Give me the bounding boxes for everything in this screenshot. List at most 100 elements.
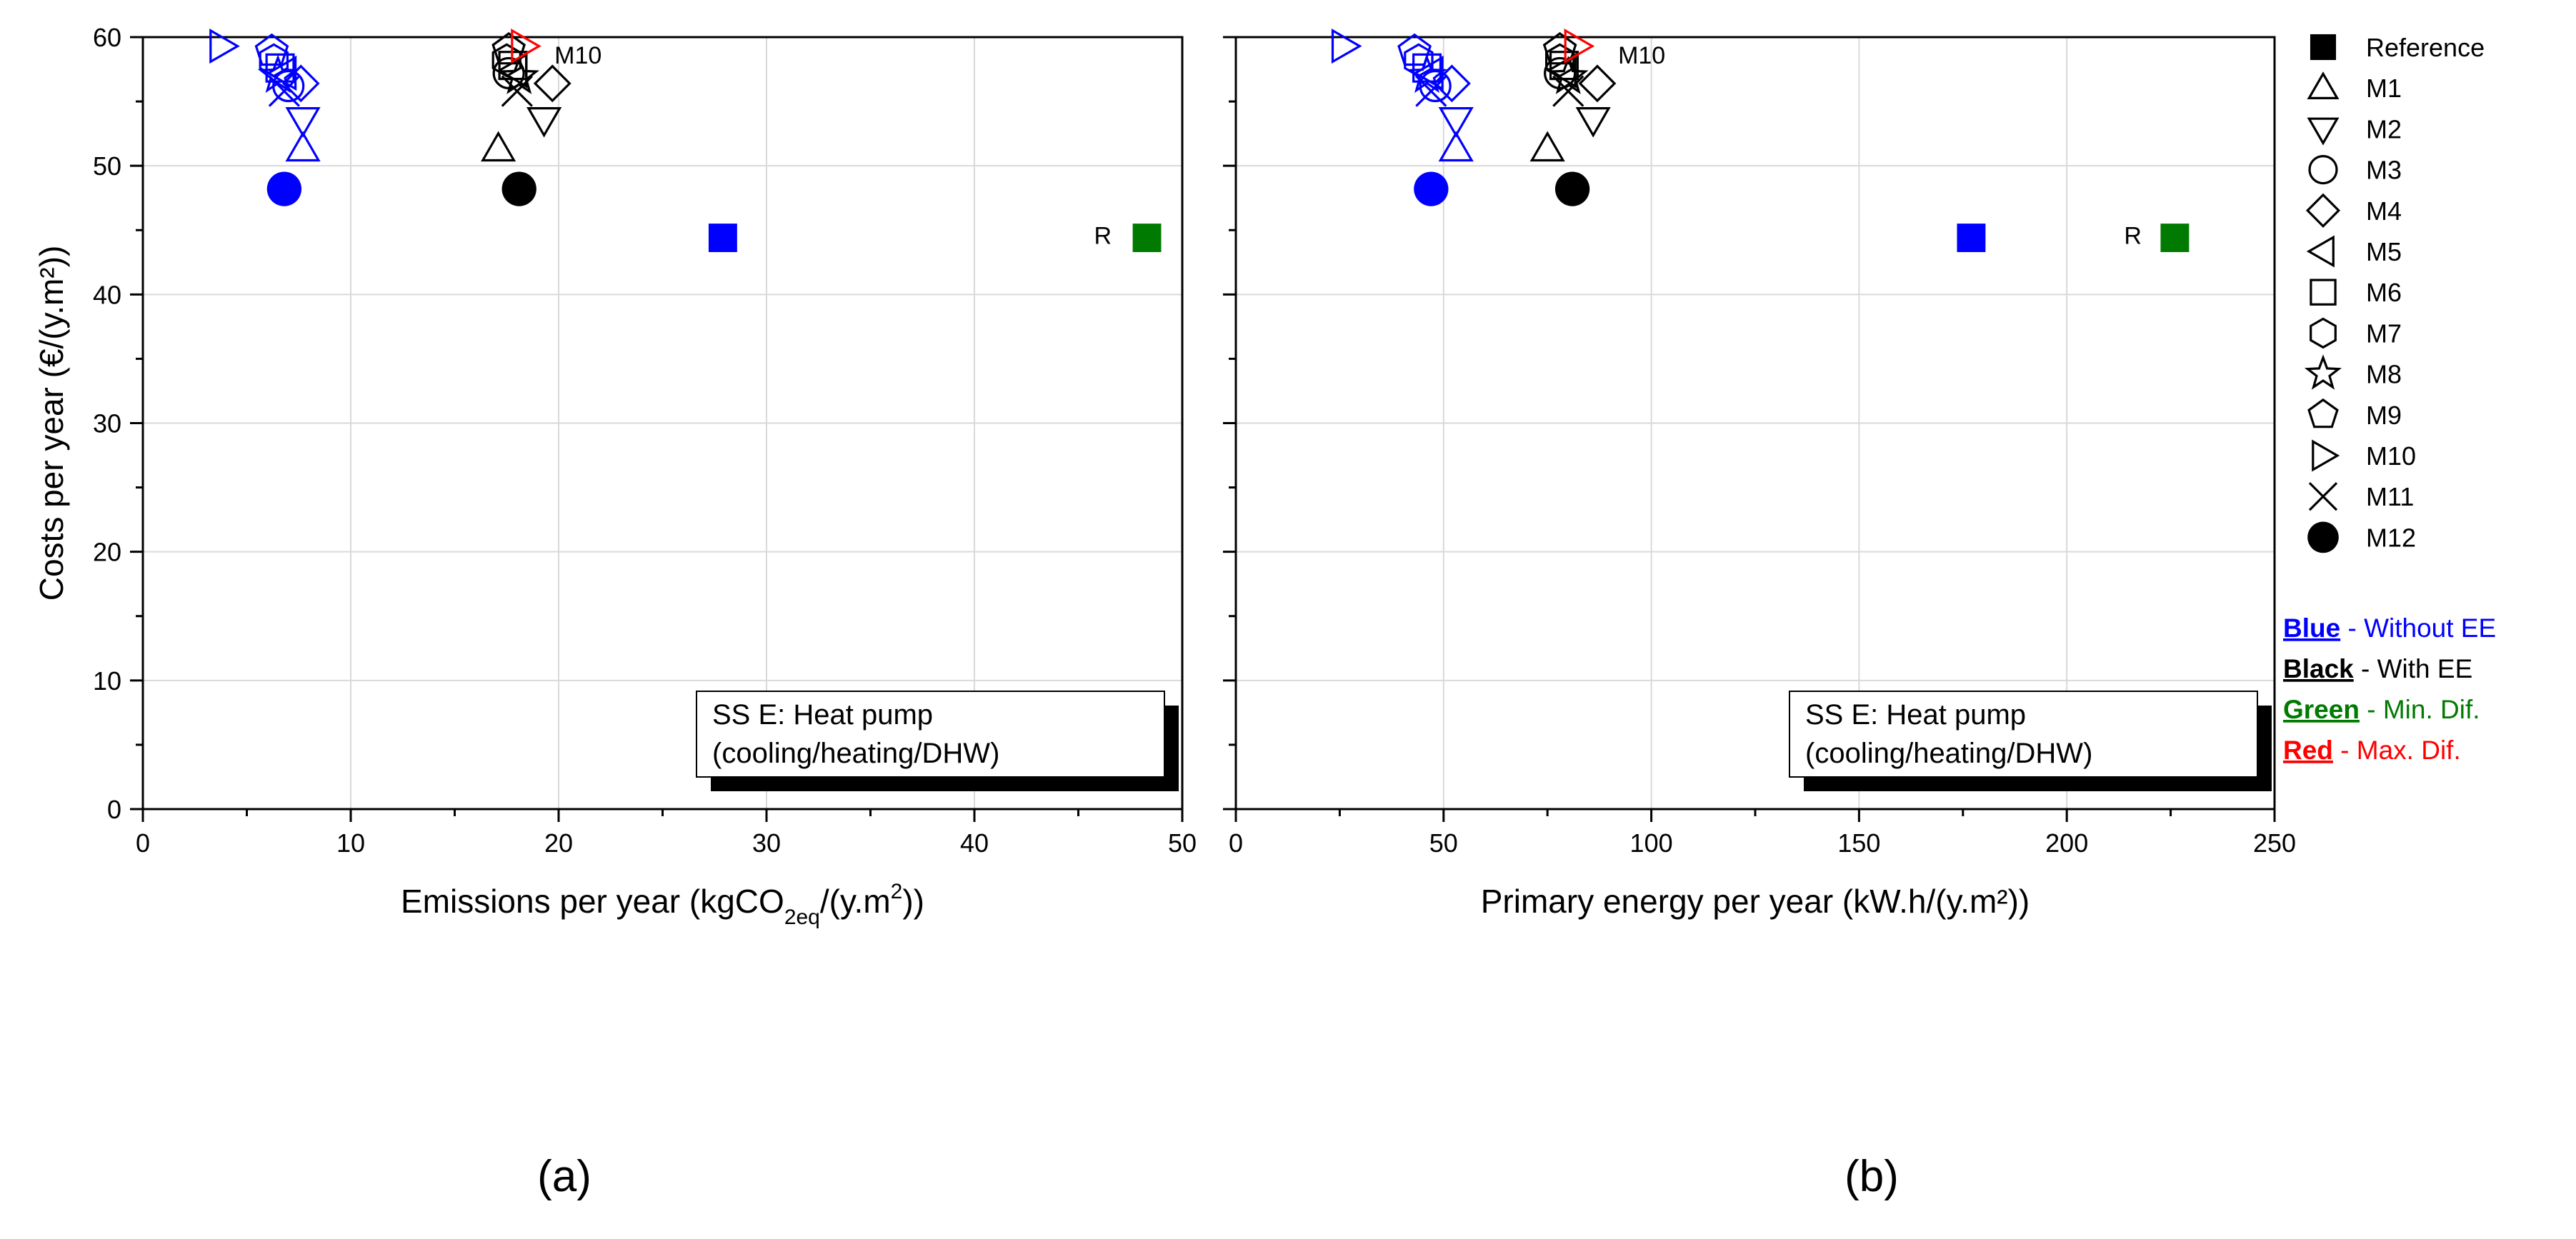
panel-label-b: (b) [1844, 1152, 1899, 1201]
x-axis-label: Primary energy per year (kW.h/(y.m²)) [1481, 883, 2030, 920]
point-blue-triangle-up [285, 131, 321, 162]
point-black-filled-circle [1554, 171, 1590, 206]
point-black-filled-circle [501, 171, 536, 206]
point-red-triangle-right [511, 29, 541, 64]
color-key: Blue - Without EE Black - With EE Green - … [2283, 613, 2496, 765]
point-blue-filled-circle [266, 171, 302, 206]
point-blue-pentagon [1397, 33, 1432, 66]
annotation-box: SS E: Heat pump (cooling/heating/DHW) [696, 691, 1179, 791]
point-blue-triangle-down [285, 107, 321, 138]
chart-panel-a: 0 10 20 30 40 50 0 10 20 30 40 50 60 Emissions per ye… [33, 23, 1197, 1201]
legend-label: M1 [2366, 74, 2402, 103]
y-tick-label: 60 [93, 23, 121, 52]
legend-label: M11 [2366, 482, 2414, 511]
point-black-triangle-up [1529, 131, 1565, 162]
chart-panel-b: 0 50 100 150 200 250 Primary energy per year (… [1223, 29, 2296, 1201]
legend-label: M8 [2366, 360, 2402, 389]
legend-label: Reference [2366, 33, 2485, 62]
x-tick-label: 150 [1837, 828, 1880, 858]
legend-marker-diamond [2305, 193, 2341, 228]
point-red-triangle-right [1564, 29, 1595, 64]
point-blue-triangle-right [1331, 29, 1362, 64]
legend-marker-cross [2308, 482, 2338, 511]
point-label: R [2124, 222, 2142, 249]
legend-label: M10 [2366, 441, 2416, 471]
legend-label: M4 [2366, 196, 2402, 226]
x-tick-label: 0 [1229, 828, 1243, 858]
y-tick-label: 50 [93, 151, 121, 181]
annotation-line-1: SS E: Heat pump [712, 699, 933, 731]
legend-marker-hexagon [2310, 317, 2337, 349]
point-black-diamond [533, 64, 571, 103]
point-blue-cross [268, 75, 301, 107]
legend: Reference M1 M2 M3 M4 M5 M6 M7 M8 M9 M10 M11 M12 [2304, 33, 2485, 553]
x-tick-label: 20 [544, 828, 573, 858]
y-tick-label: 20 [93, 538, 121, 567]
x-tick-label: 0 [136, 828, 150, 858]
point-blue-triangle-down [1438, 107, 1474, 138]
point-black-diamond [1578, 64, 1617, 103]
legend-label: M5 [2366, 237, 2402, 266]
point-black-star [499, 56, 540, 94]
point-black-triangle-down [1575, 107, 1611, 138]
point-green-filled-square [1132, 224, 1162, 253]
legend-marker-star [2304, 354, 2342, 390]
y-tick-label: 0 [107, 795, 121, 824]
color-key-green: Green - Min. Dif. [2283, 695, 2480, 724]
point-blue-circle [1419, 69, 1452, 103]
annotation-box: SS E: Heat pump (cooling/heating/DHW) [1789, 691, 2272, 791]
data-points [209, 29, 1162, 253]
legend-label: M7 [2366, 318, 2402, 348]
legend-label: M2 [2366, 114, 2402, 144]
y-tick-label: 40 [93, 280, 121, 309]
y-tick-label: 30 [93, 409, 121, 438]
annotation-line-2: (cooling/heating/DHW) [712, 738, 999, 769]
legend-marker-triangle-right [2312, 439, 2340, 472]
x-tick-label: 250 [2253, 828, 2296, 858]
point-black-cross [501, 75, 533, 107]
color-key-black: Black - With EE [2283, 654, 2472, 683]
legend-label: M6 [2366, 278, 2402, 307]
point-label: M10 [554, 42, 601, 69]
annotation-box-frame [696, 691, 1165, 778]
gridlines [143, 37, 1182, 809]
x-tick-label: 100 [1630, 828, 1673, 858]
point-blue-filled-circle [1414, 171, 1449, 206]
point-blue-triangle-up [1438, 131, 1474, 162]
x-tick-label: 30 [752, 828, 781, 858]
annotation-line-2: (cooling/heating/DHW) [1805, 738, 2092, 769]
legend-label: M3 [2366, 156, 2402, 185]
point-black-triangle-up [481, 131, 516, 162]
point-blue-square [265, 53, 295, 83]
legend-marker-triangle-down [2307, 117, 2340, 146]
point-label: M10 [1618, 42, 1665, 69]
point-black-star [1547, 56, 1589, 94]
x-tick-label: 40 [960, 828, 989, 858]
legend-marker-triangle-up [2307, 71, 2340, 99]
legend-marker-circle [2308, 155, 2338, 185]
point-black-square [1549, 51, 1579, 81]
legend-marker-square [2310, 279, 2337, 306]
point-blue-pentagon [254, 33, 289, 66]
legend-marker-filled-square [2310, 34, 2337, 61]
y-axis-label: Costs per year (€/(y.m²)) [33, 246, 70, 601]
legend-marker-filled-circle [2307, 521, 2339, 553]
legend-marker-pentagon [2307, 398, 2339, 428]
gridlines [1236, 37, 2275, 809]
data-points [1331, 29, 2190, 253]
point-blue-cross [1415, 75, 1447, 107]
color-key-red: Red - Max. Dif. [2283, 736, 2461, 765]
point-blue-triangle-right [209, 29, 240, 64]
x-tick-label: 50 [1429, 828, 1458, 858]
point-black-cross [1552, 75, 1584, 107]
color-key-blue: Blue - Without EE [2283, 613, 2496, 643]
point-blue-star [1407, 54, 1447, 94]
point-blue-diamond [281, 64, 320, 103]
point-blue-hexagon [259, 43, 289, 78]
legend-label: M12 [2366, 523, 2416, 552]
x-axis-label: Emissions per year (kgCO2eq/(y.m2)) [401, 880, 924, 929]
point-black-triangle-down [526, 107, 562, 138]
annotation-line-1: SS E: Heat pump [1805, 699, 2026, 731]
point-label: R [1094, 222, 1112, 249]
y-tick-label: 10 [93, 666, 121, 696]
